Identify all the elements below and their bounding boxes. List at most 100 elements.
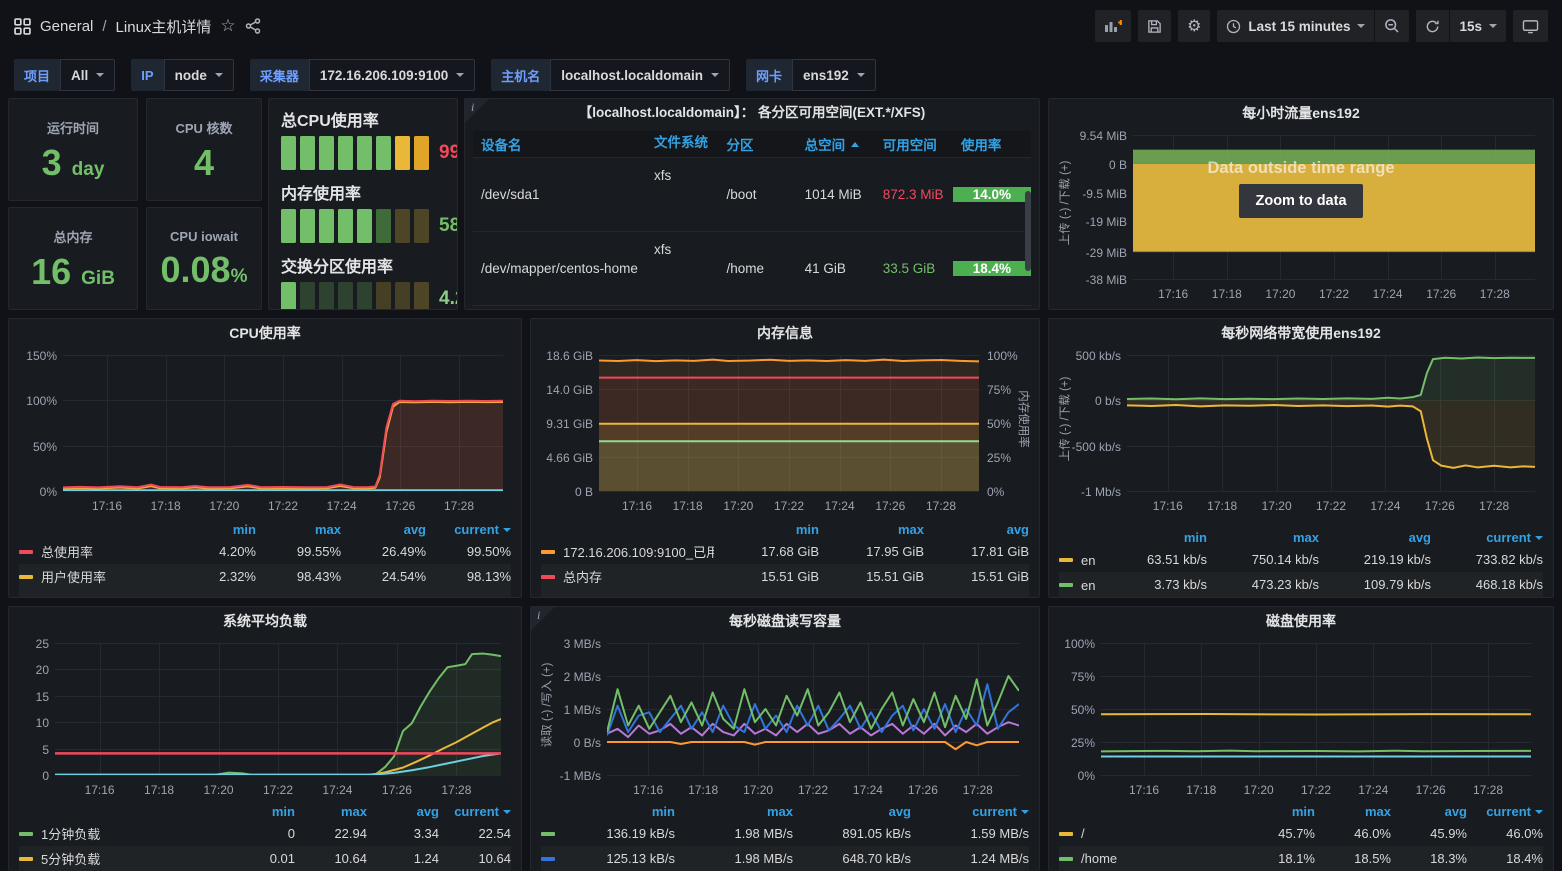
filter-ip-select[interactable]: node: [163, 59, 234, 91]
star-icon[interactable]: ☆: [220, 16, 236, 35]
legend-header: min max avg: [541, 520, 1029, 539]
refresh-interval-picker[interactable]: 15s: [1450, 10, 1506, 42]
panel-title[interactable]: 【localhost.localdomain】： 各分区可用空间(EXT.*/X…: [578, 105, 926, 120]
bar-gauge: 内存使用率 58.8%: [269, 178, 457, 251]
filter-collector-select[interactable]: 172.16.206.109:9100: [308, 59, 476, 91]
series-name: 总使用率: [41, 545, 94, 560]
col-header-total[interactable]: 总空间: [797, 128, 875, 160]
legend-col-avg[interactable]: avg: [1408, 530, 1431, 545]
col-header-mount[interactable]: 分区: [726, 138, 754, 153]
filter-project-select[interactable]: All: [60, 59, 116, 91]
table-scrollbar[interactable]: [1025, 191, 1031, 271]
legend-col-current[interactable]: current: [1431, 530, 1543, 545]
legend-col-current[interactable]: current: [439, 804, 511, 819]
info-icon[interactable]: i: [465, 99, 489, 123]
cycle-view-mode-button[interactable]: [1513, 10, 1548, 42]
legend-col-avg[interactable]: avg: [888, 804, 911, 819]
zoom-out-time-button[interactable]: [1375, 10, 1410, 42]
legend-col-avg[interactable]: avg: [1444, 804, 1467, 819]
series-name: 总内存: [563, 570, 603, 585]
legend-col-avg[interactable]: avg: [403, 522, 426, 537]
col-header-fs[interactable]: 文件系统: [653, 135, 708, 150]
table-row: /dev/sda1 xfs /boot 1014 MiB 872.3 MiB 1…: [473, 157, 1031, 231]
x-tick-label: 17:24: [824, 499, 855, 513]
breadcrumb-folder[interactable]: General: [40, 17, 94, 35]
col-header-avail[interactable]: 可用空间: [882, 138, 937, 153]
legend-col-min[interactable]: min: [1183, 530, 1207, 545]
legend-col-min[interactable]: min: [795, 522, 819, 537]
refresh-button[interactable]: [1416, 10, 1450, 42]
bar-gauge: 交换分区使用率 4.2%: [269, 251, 457, 309]
stat-title: 运行时间: [46, 121, 99, 136]
legend-col-max[interactable]: max: [766, 804, 793, 819]
right-tick-label: 50%: [987, 417, 1012, 431]
y-tick-label: 0%: [1077, 769, 1095, 783]
partition-table: 设备名 文件系统 分区 总空间 可用空间 使用率 /dev/sda1 xfs /…: [473, 131, 1031, 309]
legend-col-max[interactable]: max: [897, 522, 924, 537]
legend-row[interactable]: /45.7% 46.0% 45.9% 46.0%: [1059, 821, 1543, 846]
legend-row[interactable]: 5分钟负载 0.01 10.64 1.24 10.64: [19, 846, 511, 871]
legend-row[interactable]: 1分钟负载 0 22.94 3.34 22.54: [19, 821, 511, 846]
legend-row[interactable]: 总内存 15.51 GiB 15.51 GiB 15.51 GiB: [541, 564, 1029, 589]
info-icon[interactable]: i: [531, 607, 555, 631]
legend-col-min[interactable]: min: [1291, 804, 1315, 819]
filter-nic: 网卡 ens192: [746, 59, 876, 91]
apps-grid-icon[interactable]: [14, 17, 31, 35]
legend-col-min[interactable]: min: [232, 522, 256, 537]
plot-area[interactable]: [607, 643, 1019, 776]
panel-title[interactable]: 每秒磁盘读写容量: [729, 613, 841, 629]
legend-col-max[interactable]: max: [340, 804, 367, 819]
panel-title[interactable]: 每小时流量ens192: [1242, 105, 1360, 121]
filter-nic-select[interactable]: ens192: [792, 59, 876, 91]
legend-row[interactable]: 用户使用率 2.32% 98.43% 24.54% 98.13%: [19, 564, 511, 589]
filter-hostname-select[interactable]: localhost.localdomain: [550, 59, 731, 91]
plot-area[interactable]: [1127, 355, 1535, 492]
x-tick-label: 17:24: [322, 783, 353, 797]
panel-title[interactable]: 每秒网络带宽使用ens192: [1221, 325, 1381, 341]
col-header-device[interactable]: 设备名: [481, 138, 522, 153]
legend-col-current[interactable]: current: [426, 522, 511, 537]
legend-row[interactable]: /home 18.1% 18.5% 18.3% 18.4%: [1059, 846, 1543, 871]
legend-col-avg[interactable]: avg: [1006, 522, 1029, 537]
legend-col-max[interactable]: max: [314, 522, 341, 537]
legend-col-max[interactable]: max: [1364, 804, 1391, 819]
legend-col-avg[interactable]: avg: [416, 804, 439, 819]
series-color-swatch: [19, 549, 33, 554]
dashboard-title[interactable]: Linux主机详情: [115, 18, 212, 36]
legend-row[interactable]: 172.16.206.109:9100_已用(total-cache-buf-f…: [541, 539, 1029, 564]
plot-area[interactable]: [55, 643, 501, 776]
legend-col-current[interactable]: current: [911, 804, 1029, 819]
gauge-cell: [300, 209, 315, 243]
gauge-title: 内存使用率: [281, 186, 362, 203]
zoom-to-data-button[interactable]: Zoom to data: [1239, 184, 1363, 218]
gauge-cell: [357, 282, 372, 309]
gauge-value: 58.8%: [439, 215, 457, 236]
panel-title[interactable]: 系统平均负载: [223, 613, 307, 629]
panel-title[interactable]: 内存信息: [757, 325, 813, 341]
cell-usage: 14.0%: [952, 158, 1031, 231]
plot-area[interactable]: [599, 355, 979, 492]
system-load-chart: 0 5 10 15 20 25 17:16 17:18 17:20 17:22 17:24 17:26…: [15, 637, 513, 797]
legend-row[interactable]: 总使用率 4.20% 99.55% 26.49% 99.50%: [19, 539, 511, 564]
plot-area[interactable]: [1101, 643, 1531, 776]
right-tick-label: 75%: [987, 383, 1012, 397]
legend-col-max[interactable]: max: [1292, 530, 1319, 545]
panel-title[interactable]: 磁盘使用率: [1266, 613, 1336, 629]
share-icon[interactable]: [245, 18, 261, 34]
dashboard-settings-button[interactable]: ⚙: [1178, 10, 1211, 42]
panel-title[interactable]: CPU使用率: [229, 325, 301, 341]
save-dashboard-button[interactable]: [1138, 10, 1172, 42]
plot-area[interactable]: [63, 355, 503, 492]
time-range-picker[interactable]: Last 15 minutes: [1217, 10, 1375, 42]
legend-col-current[interactable]: current: [1467, 804, 1543, 819]
legend-col-min[interactable]: min: [271, 804, 295, 819]
x-tick-label: 17:28: [925, 499, 957, 513]
legend-col-min[interactable]: min: [651, 804, 675, 819]
add-panel-button[interactable]: [1095, 10, 1132, 42]
col-header-usage[interactable]: 使用率: [960, 138, 1002, 153]
